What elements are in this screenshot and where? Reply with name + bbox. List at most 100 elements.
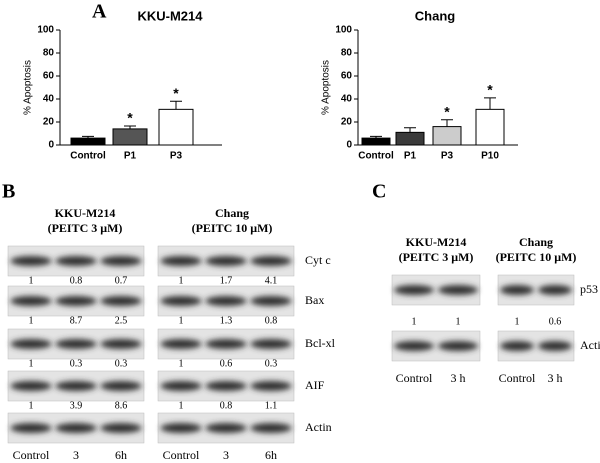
protein-label: Bcl-xl <box>305 336 336 350</box>
quantification: 1 <box>456 316 461 327</box>
y-tick-label: 0 <box>48 140 54 151</box>
blot-band <box>100 256 142 266</box>
error-bar <box>82 135 94 139</box>
blot-band <box>160 256 202 266</box>
quantification: 8.7 <box>70 315 83 326</box>
quantification: 1 <box>179 400 184 411</box>
blot-band <box>205 339 247 349</box>
protein-label: Actin <box>580 338 600 352</box>
blot-band <box>205 296 247 306</box>
protein-label: Cyt c <box>305 253 331 267</box>
group-subtitle: (PEITC 10 μM) <box>496 250 577 264</box>
blot-band <box>55 296 97 306</box>
protein-label: Bax <box>305 293 324 307</box>
significance-marker: * <box>127 110 133 126</box>
blot-band <box>500 341 534 351</box>
quantification: 4.1 <box>265 275 278 286</box>
quantification: 0.8 <box>220 400 233 411</box>
y-tick-label: 0 <box>346 140 352 151</box>
blot-band <box>55 256 97 266</box>
protein-label: AIF <box>305 378 325 392</box>
bar <box>432 126 462 146</box>
significance-marker: * <box>487 82 493 98</box>
blot-band <box>55 423 97 433</box>
blot-band <box>250 296 292 306</box>
lane-label: 6h <box>265 448 277 462</box>
x-tick-label: P3 <box>170 151 183 162</box>
group-title: Chang <box>215 206 249 220</box>
y-axis-label: % Apoptosis <box>321 60 332 115</box>
x-tick-label: P1 <box>404 151 417 162</box>
x-tick-label: P3 <box>441 151 454 162</box>
blot-band <box>55 381 97 391</box>
blot-band <box>250 339 292 349</box>
panel-label: A <box>92 1 107 23</box>
lane-label: 3 <box>223 448 229 462</box>
quantification: 0.7 <box>115 275 128 286</box>
significance-marker: * <box>173 85 179 101</box>
group-subtitle: (PEITC 3 μM) <box>399 250 474 264</box>
blot-band <box>205 423 247 433</box>
y-tick-label: 20 <box>43 117 55 128</box>
quantification: 0.3 <box>115 358 128 369</box>
group-subtitle: (PEITC 3 μM) <box>48 221 123 235</box>
quantification: 1 <box>412 316 417 327</box>
bar <box>70 137 106 146</box>
quantification: 1 <box>29 400 34 411</box>
x-tick-label: P10 <box>481 151 499 162</box>
blot-band <box>100 381 142 391</box>
chart-title: KKU-M214 <box>137 8 203 23</box>
quantification: 1.1 <box>265 400 278 411</box>
quantification: 1 <box>179 275 184 286</box>
quantification: 1 <box>29 275 34 286</box>
blot-band <box>500 285 534 295</box>
quantification: 1.7 <box>220 275 233 286</box>
x-tick-label: P1 <box>124 151 137 162</box>
lane-label: 3 <box>73 448 79 462</box>
blot-band <box>160 339 202 349</box>
quantification: 1 <box>29 315 34 326</box>
quantification: 3.9 <box>70 400 83 411</box>
quantification: 0.3 <box>70 358 83 369</box>
blot-band <box>10 339 52 349</box>
blot-band <box>438 341 478 351</box>
lane-label: 6h <box>115 448 127 462</box>
blot-band <box>10 423 52 433</box>
protein-label: Actin <box>305 420 332 434</box>
blot-band <box>160 423 202 433</box>
lane-label: 3 h <box>451 371 466 385</box>
y-tick-label: 40 <box>341 94 353 105</box>
quantification: 0.8 <box>70 275 83 286</box>
quantification: 8.6 <box>115 400 128 411</box>
error-bar <box>441 119 453 127</box>
bar <box>112 128 148 146</box>
blot-band <box>438 285 478 295</box>
y-tick-label: 80 <box>43 48 55 59</box>
blot-band <box>538 341 572 351</box>
quantification: 0.3 <box>265 358 278 369</box>
y-axis-label: % Apoptosis <box>23 60 34 115</box>
quantification: 1 <box>179 358 184 369</box>
blot-band <box>394 341 434 351</box>
y-tick-label: 20 <box>341 117 353 128</box>
panel-label: B <box>2 181 15 203</box>
quantification: 0.8 <box>265 315 278 326</box>
x-tick-label: Control <box>358 151 394 162</box>
error-bar <box>370 135 382 139</box>
lane-label: Control <box>499 371 536 385</box>
y-tick-label: 60 <box>341 71 353 82</box>
blot-band <box>100 339 142 349</box>
error-bar <box>484 97 496 110</box>
error-bar <box>170 100 182 110</box>
blot-band <box>250 381 292 391</box>
panel-label: C <box>372 181 386 203</box>
significance-marker: * <box>444 103 450 119</box>
y-tick-label: 80 <box>341 48 353 59</box>
blot-band <box>10 381 52 391</box>
blot-band <box>205 256 247 266</box>
quantification: 0.6 <box>220 358 233 369</box>
blot-band <box>55 339 97 349</box>
chart-title: Chang <box>415 8 456 23</box>
quantification: 1 <box>515 316 520 327</box>
